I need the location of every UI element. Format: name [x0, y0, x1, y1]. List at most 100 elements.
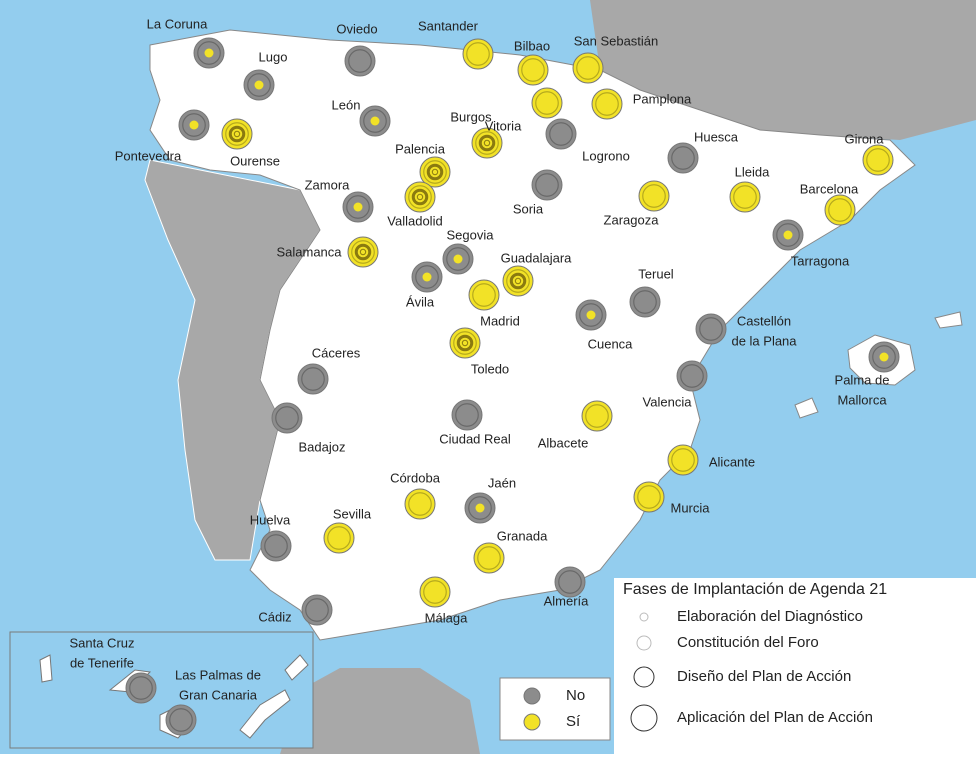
city-marker	[581, 400, 613, 432]
city-marker	[531, 87, 563, 119]
city-label: Bilbao	[514, 38, 550, 53]
city-marker	[260, 530, 292, 562]
city-marker	[695, 313, 727, 345]
marker-ring	[671, 448, 695, 472]
city-label: Ciudad Real	[439, 431, 511, 446]
marker-outer	[695, 313, 727, 345]
status-swatch	[523, 713, 541, 731]
menorca	[934, 311, 963, 329]
marker-outer	[554, 566, 586, 598]
marker-dot	[586, 310, 596, 320]
marker-ring	[169, 708, 193, 732]
marker-ring	[468, 496, 492, 520]
city-marker	[862, 144, 894, 176]
marker-center	[514, 277, 522, 285]
marker-ring	[477, 546, 501, 570]
city-marker	[451, 399, 483, 431]
marker-ring	[671, 146, 695, 170]
marker-inner-ring	[509, 272, 527, 290]
city-label: Zamora	[305, 177, 351, 192]
marker-ring	[415, 265, 439, 289]
city-marker	[868, 341, 900, 373]
marker-outer	[404, 488, 436, 520]
marker-ring	[197, 41, 221, 65]
phase-label: Elaboración del Diagnóstico	[677, 608, 863, 625]
marker-outer	[629, 286, 661, 318]
city-label: de la Plana	[731, 333, 797, 348]
marker-ring	[351, 240, 375, 264]
marker-ring	[475, 131, 499, 155]
phase-legend-box	[614, 578, 976, 754]
city-label: Cuenca	[588, 336, 634, 351]
marker-ring	[446, 247, 470, 271]
city-label: Cáceres	[312, 345, 361, 360]
marker-center	[431, 168, 439, 176]
africa	[280, 668, 480, 754]
city-marker	[772, 219, 804, 251]
marker-outer	[676, 360, 708, 392]
phase-swatch	[633, 666, 655, 688]
marker-dot	[422, 272, 432, 282]
marker-ring	[549, 122, 573, 146]
city-label: Pontevedra	[115, 148, 182, 163]
marker-ring	[472, 283, 496, 307]
city-label: Toledo	[471, 361, 509, 376]
marker-inner-ring	[228, 125, 246, 143]
marker-ring	[225, 122, 249, 146]
city-label: San Sebastián	[574, 33, 659, 48]
marker-ring	[585, 404, 609, 428]
marker-outer	[297, 363, 329, 395]
marker-ring	[275, 406, 299, 430]
marker-ring	[455, 403, 479, 427]
city-marker	[473, 542, 505, 574]
city-marker	[404, 181, 436, 213]
marker-ring	[301, 367, 325, 391]
city-marker	[633, 481, 665, 513]
marker-ring	[642, 184, 666, 208]
city-marker	[442, 243, 474, 275]
city-label: Almería	[544, 593, 590, 608]
marker-outer	[125, 672, 157, 704]
status-label: No	[566, 687, 585, 704]
marker-center	[359, 248, 367, 256]
city-marker	[221, 118, 253, 150]
la-palma	[39, 654, 53, 683]
marker-dot	[370, 116, 380, 126]
marker-outer	[468, 279, 500, 311]
city-marker	[591, 88, 623, 120]
status-label: Sí	[566, 713, 581, 730]
city-label: Huesca	[694, 129, 739, 144]
city-label: Santander	[418, 18, 479, 33]
marker-ring	[521, 58, 545, 82]
marker-ring	[558, 570, 582, 594]
city-marker	[178, 109, 210, 141]
marker-ring	[346, 195, 370, 219]
marker-outer	[451, 399, 483, 431]
marker-ring	[363, 109, 387, 133]
marker-outer	[729, 181, 761, 213]
city-label: Alicante	[709, 454, 755, 469]
marker-dot	[475, 503, 485, 513]
phase-swatch	[630, 704, 658, 732]
marker-ring	[579, 303, 603, 327]
marker-outer	[667, 142, 699, 174]
marker-ring	[872, 345, 896, 369]
marker-ring	[535, 91, 559, 115]
city-marker	[676, 360, 708, 392]
city-marker	[419, 156, 451, 188]
city-label: Madrid	[480, 313, 520, 328]
marker-center	[483, 139, 491, 147]
city-marker	[301, 594, 333, 626]
city-marker	[419, 576, 451, 608]
legends: Fases de Implantación de Agenda 21 No Sí E…	[523, 581, 887, 732]
city-marker	[638, 180, 670, 212]
marker-outer	[344, 45, 376, 77]
marker-inner-ring	[478, 134, 496, 152]
marker-outer	[572, 52, 604, 84]
city-marker	[531, 169, 563, 201]
city-label: Salamanca	[276, 244, 342, 259]
phase-legend-title: Fases de Implantación de Agenda 21	[623, 581, 887, 598]
city-label: Castellón	[737, 313, 791, 328]
city-label: Huelva	[250, 512, 291, 527]
marker-outer	[473, 542, 505, 574]
